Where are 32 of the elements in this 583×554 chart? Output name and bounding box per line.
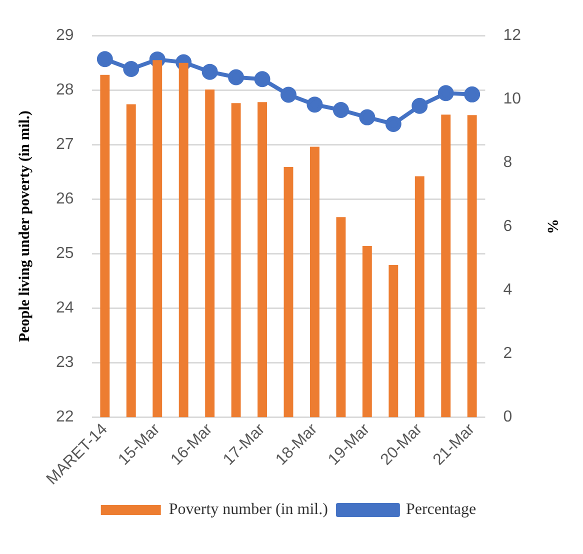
y2-tick-label: 10 — [503, 90, 522, 108]
y-tick-label: 25 — [56, 245, 74, 262]
point — [254, 71, 270, 88]
y-axis-title: People living under poverty (in mil.) — [16, 110, 33, 342]
point — [280, 86, 296, 103]
y2-tick-label: 6 — [503, 218, 512, 235]
point — [412, 98, 428, 114]
point — [123, 60, 140, 77]
point — [96, 51, 113, 68]
point — [228, 69, 244, 86]
point — [359, 109, 376, 126]
y-tick-label: 24 — [56, 300, 74, 317]
legend-label: Poverty number (in mil.) — [168, 501, 328, 518]
y-tick-label: 23 — [56, 354, 74, 372]
y-tick-label: 26 — [56, 190, 74, 208]
y2-tick-label: 8 — [503, 154, 512, 172]
y2-axis-title: % — [544, 218, 560, 234]
y2-tick-label: 4 — [503, 281, 512, 298]
legend-label: Percentage — [406, 501, 476, 518]
point — [332, 102, 349, 118]
point — [385, 116, 402, 132]
y2-tick-label: 12 — [503, 27, 522, 44]
point — [464, 86, 480, 102]
point — [202, 64, 218, 80]
y-tick-label: 29 — [56, 27, 74, 44]
y2-tick-label: 2 — [503, 344, 512, 362]
point — [306, 96, 323, 113]
y-tick-label: 27 — [56, 136, 74, 154]
point — [438, 85, 454, 102]
y-tick-label: 28 — [56, 82, 74, 99]
y-tick-label: 22 — [56, 408, 74, 426]
y2-tick-label: 0 — [503, 408, 512, 426]
